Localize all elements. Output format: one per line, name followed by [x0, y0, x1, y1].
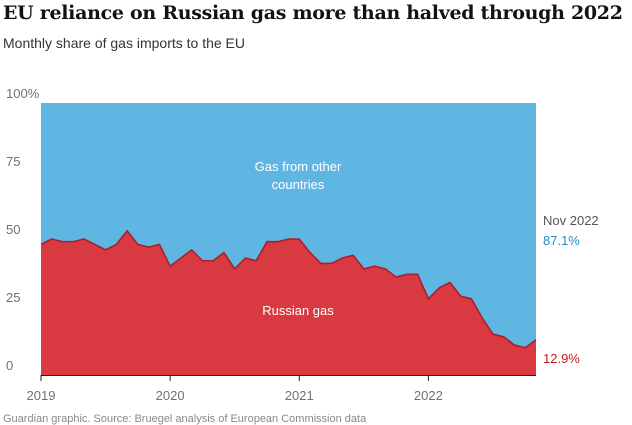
x-tick-label: 2020	[156, 388, 185, 403]
x-axis: 2019 2020 2021 2022	[27, 375, 536, 403]
annotation-russian-value: 12.9%	[543, 351, 580, 366]
x-tick-label: 2021	[285, 388, 314, 403]
y-tick-label: 0	[6, 358, 13, 373]
y-tick-label: 25	[6, 290, 20, 305]
area-label-russian-gas: Russian gas	[262, 303, 334, 318]
annotation-other-value: 87.1%	[543, 233, 580, 248]
end-annotations: Nov 2022 87.1% 12.9%	[543, 213, 599, 366]
area-label-other-countries-line2: countries	[272, 177, 325, 192]
source-note: Guardian graphic. Source: Bruegel analys…	[3, 413, 367, 425]
y-tick-label: 100%	[6, 86, 40, 101]
chart-areas	[40, 103, 537, 375]
x-tick-label: 2022	[414, 388, 443, 403]
y-axis-ticks: 100% 75 50 25 0	[6, 86, 40, 373]
annotation-date: Nov 2022	[543, 213, 599, 228]
x-tick-label: 2019	[27, 388, 56, 403]
chart-subtitle: Monthly share of gas imports to the EU	[3, 35, 245, 51]
y-tick-label: 75	[6, 154, 20, 169]
area-labels: Gas from other countries Russian gas	[255, 159, 342, 318]
area-label-other-countries-line1: Gas from other	[255, 159, 342, 174]
y-tick-label: 50	[6, 222, 20, 237]
series-area-other-countries	[41, 103, 536, 348]
series-area-russian-gas	[41, 230, 536, 375]
series-line-russian-gas	[40, 229, 537, 349]
chart-title: EU reliance on Russian gas more than hal…	[3, 2, 623, 24]
